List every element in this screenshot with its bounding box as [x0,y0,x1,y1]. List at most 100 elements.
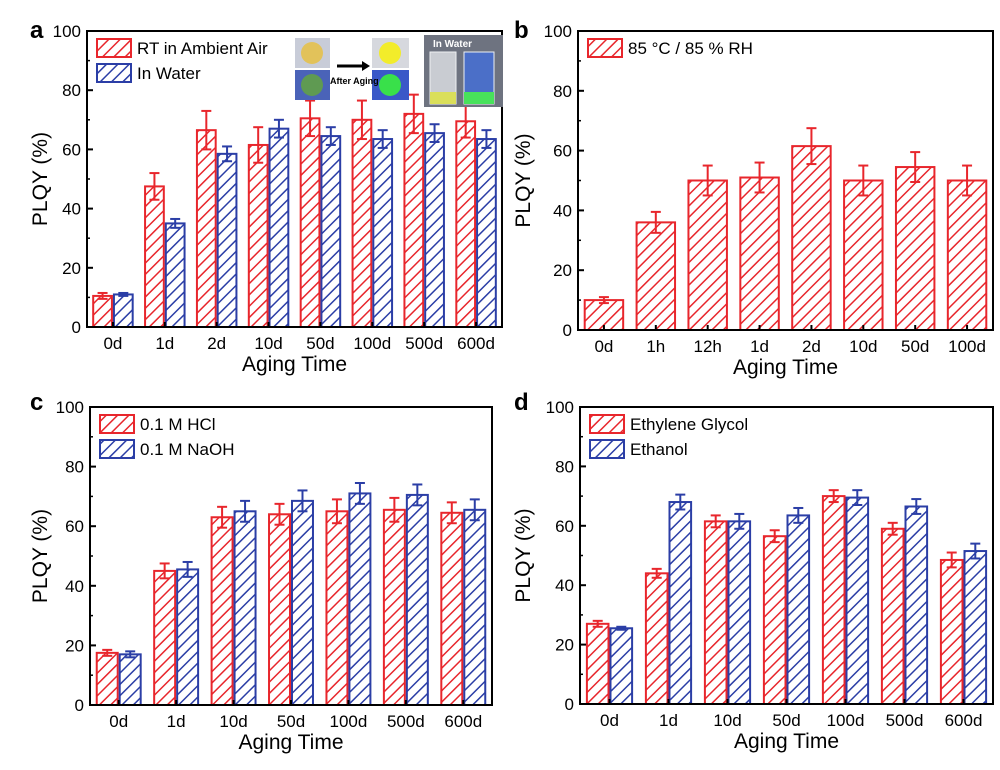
x-tick-label: 10d [219,712,247,731]
x-tick-label: 2d [802,337,821,356]
error-bar [102,648,113,657]
legend-swatch [99,414,135,434]
bar-d-s0-1d [644,572,669,705]
bar-b-s0-100d [946,179,988,331]
error-bar [734,512,745,530]
error-bar [469,498,480,522]
x-tick-label: 600d [457,334,495,353]
x-tick-label: 50d [277,712,305,731]
bar-a-s0-600d [455,120,477,328]
error-bar [389,496,400,523]
error-bar [354,481,365,505]
error-bar [806,127,817,166]
bar-a-s0-2d [195,129,217,328]
error-bar [651,567,662,579]
bar-c-s1-0d [118,653,142,707]
error-bar [592,619,603,628]
y-tick-label: 100 [546,398,574,417]
bar-d-s0-100d [821,495,846,705]
legend-swatch [99,439,135,459]
bar-c-s0-0d [95,651,119,706]
error-bar [598,296,609,305]
legend-label: Ethanol [630,440,688,459]
bar-b-s0-2d [791,145,832,331]
bar-d-s1-10d [727,520,752,705]
x-tick-label: 600d [444,712,482,731]
x-tick-label: 1h [646,337,665,356]
panel-letter: a [30,17,44,44]
error-bar [616,625,627,631]
y-tick-label: 20 [553,261,572,280]
bar-a-s0-500d [403,112,425,328]
bar-a-s1-1d [164,222,186,328]
panel-d: d 0 20 40 60 80 100 0d 1d 10d 50d 100d 500d 600d Aging… [512,389,994,753]
legend-label: Ethylene Glycol [630,415,748,434]
x-tick-label: 100d [948,337,986,356]
bar-c-s1-500d [405,493,429,706]
bar-a-s0-100d [351,118,373,328]
bar-c-s1-1d [176,568,200,706]
error-bar [970,542,981,560]
bar-d-s1-50d [786,514,811,706]
y-tick-label: 40 [65,577,84,596]
bar-a-s1-50d [320,135,342,328]
x-tick-label: 50d [306,334,334,353]
bar-d-s0-0d [585,622,610,705]
bar-b-s0-50d [894,166,936,331]
error-bar [412,483,423,507]
y-tick-label: 80 [555,457,574,476]
error-bar [253,126,264,164]
error-bar [675,493,686,511]
bar-c-s0-500d [382,508,406,706]
bar-b-s0-12h [687,179,728,331]
x-tick-label: 1d [155,334,174,353]
error-bar [769,529,780,544]
bar-d-s1-0d [609,627,634,706]
x-tick-label: 50d [901,337,929,356]
y-tick-label: 20 [65,636,84,655]
x-tick-label: 0d [594,337,613,356]
y-tick-label: 60 [553,142,572,161]
x-tick-label: 10d [849,337,877,356]
inset-photo: After Aging In Water [295,35,503,107]
x-tick-label: 1d [659,711,678,730]
x-axis-title: Aging Time [242,353,347,376]
error-bar [481,129,492,149]
legend-label: 0.1 M HCl [140,415,216,434]
y-tick-label: 0 [72,318,81,337]
bar-a-s0-0d [92,294,113,329]
error-bar [222,145,233,163]
y-tick-label: 40 [62,200,81,219]
error-bar [125,650,136,659]
bar-b-s0-1d [739,176,780,331]
x-tick-label: 10d [254,334,282,353]
panel-a: a 0 20 40 60 80 100 0d 1d 2d 10d 50d 100d 500d 600d Agi… [29,17,503,376]
y-axis-title: PLQY (%) [29,132,52,226]
panel-b: b 0 20 40 60 80 100 0d 1h 12h 1d 2d 10d 50d 100d Aging … [512,17,994,379]
y-tick-label: 80 [65,458,84,477]
bar-b-s0-1h [635,221,677,331]
legend-swatch [96,38,132,58]
bar-c-s0-10d [210,516,234,707]
bar-a-s1-500d [424,132,445,328]
panel-c: c 0 20 40 60 80 100 0d 1d 10d 50d 100d 500d 600d Aging… [29,389,493,754]
error-bar [910,151,921,183]
error-bar [377,129,388,149]
x-tick-label: 10d [713,711,741,730]
error-bar [858,164,869,197]
bar-a-s0-1d [144,185,165,328]
x-tick-label: 0d [103,334,122,353]
legend-label: In Water [137,64,201,83]
y-tick-label: 0 [565,695,574,714]
inset-label-after-aging: After Aging [330,76,379,86]
y-tick-label: 0 [75,696,84,715]
error-bar [946,551,957,569]
error-bar [408,93,419,135]
legend-label: 0.1 M NaOH [140,440,234,459]
x-tick-label: 0d [109,712,128,731]
y-tick-label: 20 [555,636,574,655]
error-bar [710,514,721,529]
legend-swatch [589,414,625,434]
bar-a-s0-50d [299,117,321,328]
error-bar [305,99,316,138]
